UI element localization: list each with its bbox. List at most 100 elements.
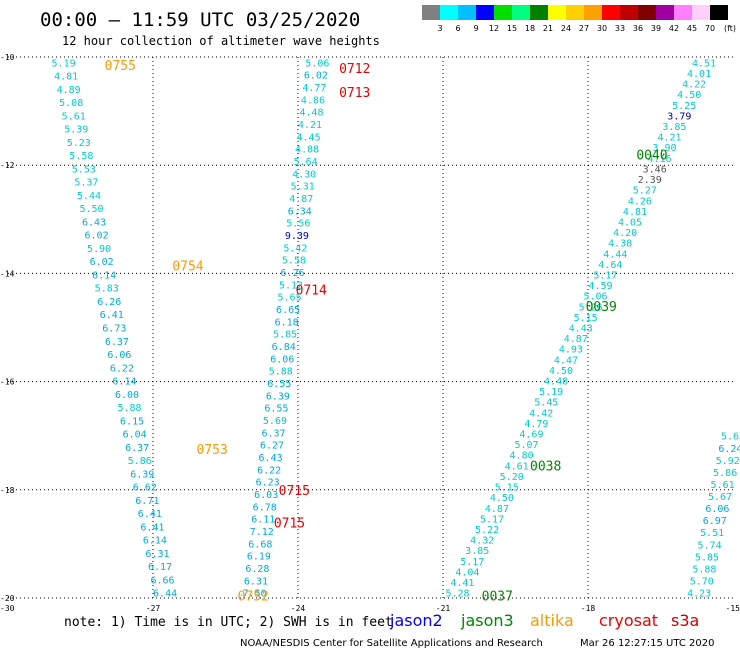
wave-height-value: 3.90 xyxy=(653,143,677,154)
x-tick-label: -30 xyxy=(0,604,15,613)
wave-height-value: 4.87 xyxy=(564,334,588,345)
wave-height-value: 4.81 xyxy=(54,72,78,83)
wave-height-value: 6.37 xyxy=(105,337,129,348)
wave-height-value: 5.20 xyxy=(500,472,524,483)
wave-height-value: 6.31 xyxy=(244,576,268,587)
wave-height-value: 6.97 xyxy=(703,516,727,527)
wave-height-value: 6.14 xyxy=(143,536,167,547)
colorbar-swatch xyxy=(584,5,602,20)
pass-time-label: 0039 xyxy=(586,300,617,315)
wave-height-value: 5.85 xyxy=(273,330,297,341)
wave-height-value: 4.64 xyxy=(598,260,622,271)
colorbar-swatch xyxy=(440,5,458,20)
pass-time-label: 0715 xyxy=(274,516,305,531)
wave-height-value: 5.56 xyxy=(286,219,310,230)
wave-height-value: 6.37 xyxy=(261,428,285,439)
wave-height-value: 6.19 xyxy=(247,552,271,563)
wave-height-value: 5.15 xyxy=(495,483,519,494)
wave-height-value: 6.41 xyxy=(100,310,124,321)
wave-height-value: 4.22 xyxy=(682,80,706,91)
wave-height-value: 6.62 xyxy=(133,483,157,494)
pass-time-label: 0755 xyxy=(105,59,136,74)
wave-height-value: 4.89 xyxy=(57,85,81,96)
wave-height-value: 5.50 xyxy=(79,204,103,215)
wave-height-value: 4.21 xyxy=(298,120,322,131)
wave-height-value: 6.41 xyxy=(140,522,164,533)
wave-height-value: 5.37 xyxy=(74,178,98,189)
pass-time-label: 0040 xyxy=(636,148,667,163)
pass-time-label: 0038 xyxy=(530,459,561,474)
wave-height-value: 5.61 xyxy=(711,480,735,491)
colorbar-label: 21 xyxy=(543,24,553,33)
wave-height-value: 5.26 xyxy=(579,302,603,313)
wave-height-value: 4.47 xyxy=(554,355,578,366)
pass-time-label: 0714 xyxy=(296,284,327,299)
pass-time-label: 0713 xyxy=(339,86,370,101)
satellite-cryosat: cryosat xyxy=(599,611,658,630)
colorbar-swatch xyxy=(656,5,674,20)
wave-height-value: 5.83 xyxy=(95,284,119,295)
wave-height-value: 5.88 xyxy=(692,564,716,575)
wave-height-value: 5.58 xyxy=(69,151,93,162)
wave-height-value: 5.44 xyxy=(77,191,101,202)
wave-height-value: 4.23 xyxy=(687,589,711,600)
wave-height-value: 4.93 xyxy=(559,345,583,356)
satellite-jason2: jason2 xyxy=(389,611,443,630)
wave-height-value: 6.65 xyxy=(276,305,300,316)
wave-height-value: 6.26 xyxy=(280,268,304,279)
y-tick-label: -14 xyxy=(0,269,15,278)
colorbar-swatch xyxy=(512,5,530,20)
wave-height-value: 5.07 xyxy=(514,440,538,451)
generated-timestamp: Mar 26 12:27:15 UTC 2020 xyxy=(580,638,715,649)
colorbar-label: 24 xyxy=(561,24,571,33)
satellite-legend: jason2 jason3 altika cryosat s3a xyxy=(389,611,699,630)
wave-height-value: 4.50 xyxy=(549,366,573,377)
grid-lines xyxy=(8,56,733,599)
wave-height-value: 6.68 xyxy=(248,539,272,550)
wave-height-value: 6.39 xyxy=(266,391,290,402)
wave-height-value: 6.37 xyxy=(125,443,149,454)
wave-height-value: 4.88 xyxy=(295,145,319,156)
wave-height-value: 4.79 xyxy=(524,419,548,430)
wave-height-value: 4.87 xyxy=(485,504,509,515)
colorbar-label: 33 xyxy=(615,24,625,33)
satellite-jason3: jason3 xyxy=(460,611,514,630)
pass-time-label: 0715 xyxy=(279,484,310,499)
wave-height-value: 6.15 xyxy=(120,416,144,427)
satellite-altika: altika xyxy=(530,611,574,630)
wave-height-value: 4.81 xyxy=(623,207,647,218)
wave-height-value: 5.08 xyxy=(59,98,83,109)
colorbar-label: 30 xyxy=(597,24,607,33)
wave-height-value: 6.34 xyxy=(288,206,312,217)
wave-height-value: 4.44 xyxy=(603,249,627,260)
pass-time-label: 0754 xyxy=(172,259,203,274)
wave-height-value: 4.50 xyxy=(677,90,701,101)
y-tick-label: -16 xyxy=(0,378,15,387)
wave-height-value: 5.90 xyxy=(87,244,111,255)
y-tick-label: -12 xyxy=(0,161,15,170)
x-tick-label: -24 xyxy=(291,604,306,613)
colorbar-label: 42 xyxy=(669,24,679,33)
wave-height-value: 5.22 xyxy=(475,525,499,536)
wave-height-value: 5.85 xyxy=(695,552,719,563)
wave-height-value: 4.61 xyxy=(505,461,529,472)
wave-height-value: 4.80 xyxy=(510,451,534,462)
wave-height-value: 4.69 xyxy=(519,430,543,441)
colorbar-swatch xyxy=(674,5,692,20)
track-track-a: 5.19 4.81 4.89 5.08 5.61 5.39 5.23 5.58 5.53 5.37… xyxy=(52,58,178,599)
x-tick-label: -21 xyxy=(436,604,451,613)
wave-height-value: 4.59 xyxy=(588,281,612,292)
colorbar-label: 12 xyxy=(489,24,499,33)
x-tick-label: -18 xyxy=(581,604,596,613)
wave-height-value: 5.86 xyxy=(713,468,737,479)
wave-height-value: 6.22 xyxy=(110,363,134,374)
colorbar-label: 27 xyxy=(579,24,589,33)
wave-height-value: 4.45 xyxy=(297,132,321,143)
wave-height-value: 3.46 xyxy=(643,164,667,175)
wave-height-value: 5.19 xyxy=(52,58,76,69)
colorbar-label: 6 xyxy=(455,24,460,33)
credit-text: NOAA/NESDIS Center for Satellite Applica… xyxy=(240,638,543,649)
wave-height-value: 6.84 xyxy=(272,342,296,353)
wave-height-value: 5.17 xyxy=(480,514,504,525)
